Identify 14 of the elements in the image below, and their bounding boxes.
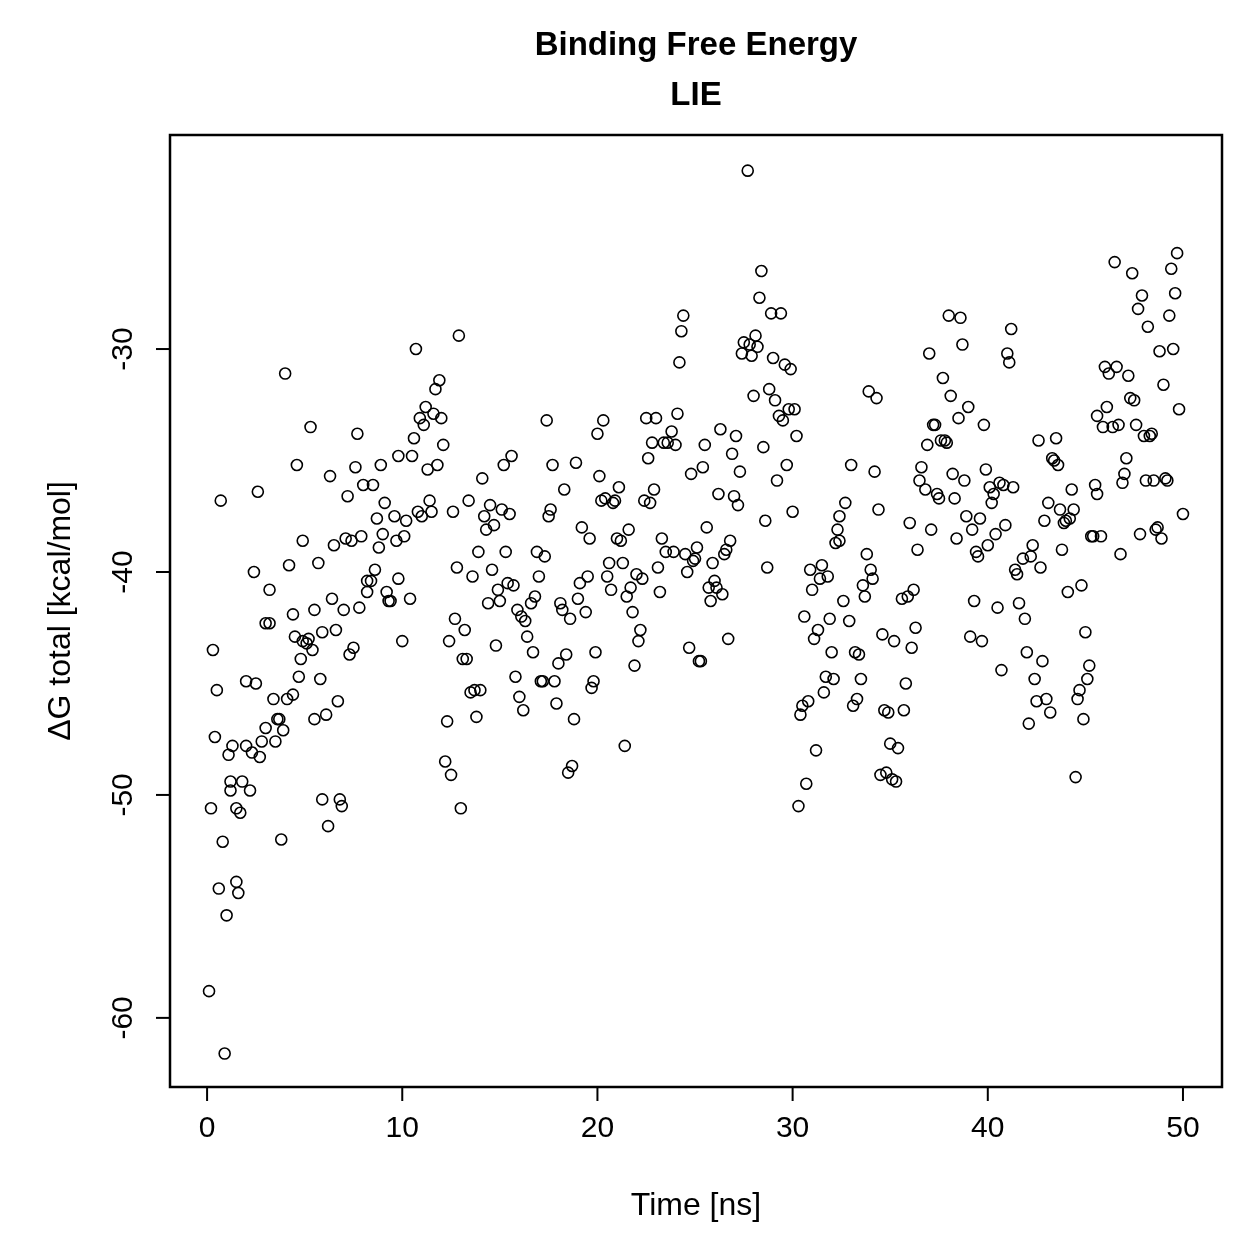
chart-subtitle: LIE xyxy=(670,75,722,112)
x-tick-label: 0 xyxy=(198,1110,216,1143)
x-tick-label: 30 xyxy=(775,1110,810,1143)
x-axis-title: Time [ns] xyxy=(630,1186,762,1222)
x-tick-label: 20 xyxy=(580,1110,615,1143)
y-tick-label: -30 xyxy=(105,327,138,371)
x-tick-label: 50 xyxy=(1166,1110,1200,1143)
y-tick-label: -60 xyxy=(105,996,138,1040)
x-tick-label: 10 xyxy=(385,1110,419,1143)
y-tick-label: -50 xyxy=(105,773,138,817)
y-axis-title: ΔG total [kcal/mol] xyxy=(41,481,77,741)
y-tick-label: -40 xyxy=(105,550,138,594)
x-tick-label: 40 xyxy=(971,1110,1005,1143)
chart-title: Binding Free Energy xyxy=(534,25,858,62)
